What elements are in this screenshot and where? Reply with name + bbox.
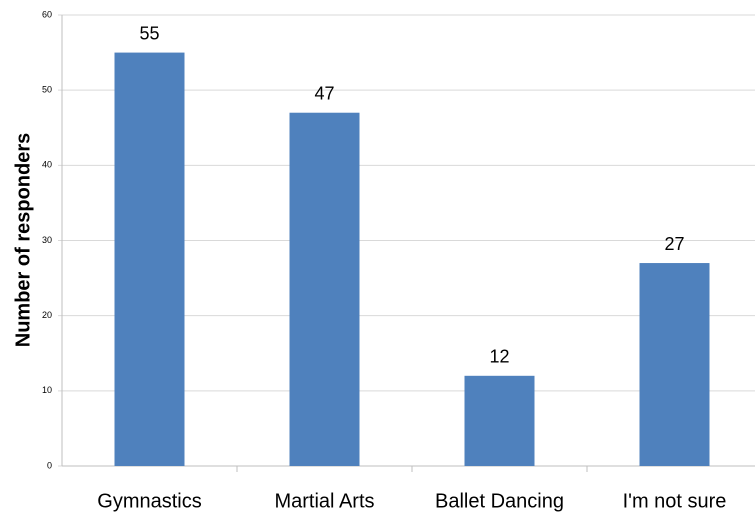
y-tick-label: 10 [42,385,52,395]
data-label: 27 [664,234,684,254]
x-tick-label: I'm not sure [623,490,727,512]
bar [114,52,185,466]
y-tick-label: 0 [47,460,52,470]
y-tick-label: 60 [42,9,52,19]
y-tick-label: 30 [42,235,52,245]
bar [639,263,710,466]
bar [289,112,360,466]
x-tick-label: Gymnastics [97,490,201,512]
data-label: 47 [314,83,334,103]
y-axis-label: Number of responders [12,133,34,347]
data-label: 12 [489,347,509,367]
y-tick-label: 20 [42,310,52,320]
x-tick-label: Martial Arts [274,490,374,512]
bar [464,375,535,466]
x-tick-label: Ballet Dancing [435,490,564,512]
y-tick-label: 40 [42,160,52,170]
y-tick-label: 50 [42,85,52,95]
data-label: 55 [139,23,159,43]
